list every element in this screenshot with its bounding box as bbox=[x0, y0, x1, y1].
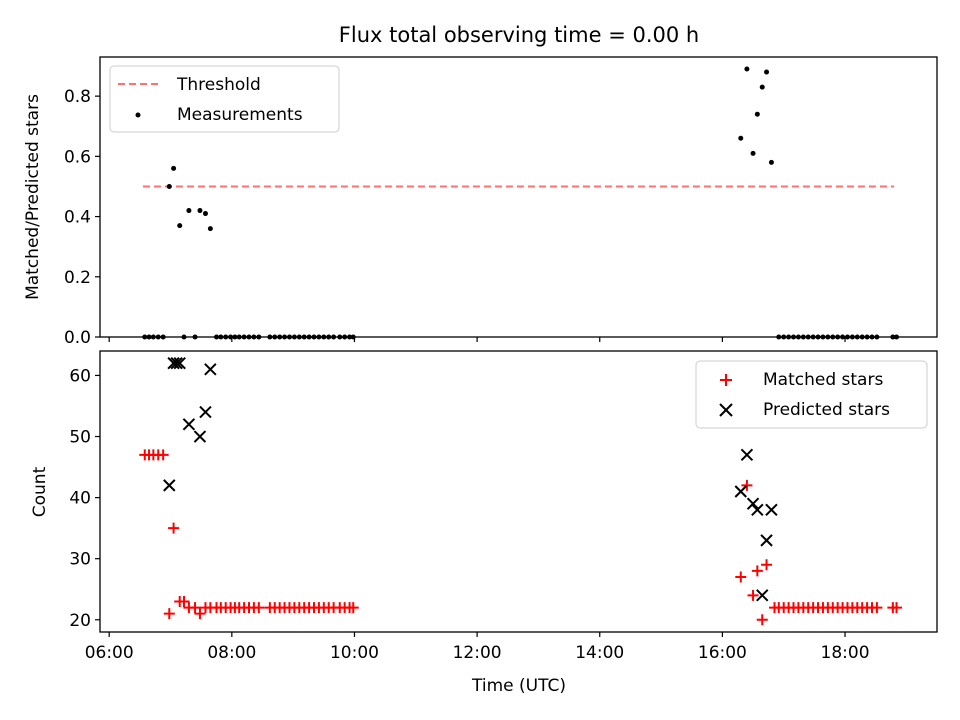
matched-point bbox=[347, 602, 359, 614]
measurement-legend-swatch bbox=[135, 112, 141, 118]
predicted-point bbox=[746, 497, 760, 510]
measurement-point bbox=[738, 135, 744, 141]
matched-point bbox=[747, 589, 759, 601]
predicted-point bbox=[193, 430, 207, 443]
x-tick-label: 12:00 bbox=[453, 643, 502, 663]
y-tick-label: 0.8 bbox=[64, 87, 91, 107]
measurement-point bbox=[166, 183, 172, 189]
matched-point bbox=[163, 608, 175, 620]
y-tick-label: 20 bbox=[69, 611, 91, 631]
matched-point bbox=[253, 602, 265, 614]
top-y-axis-label: Matched/Predicted stars bbox=[23, 94, 43, 300]
x-tick-label: 18:00 bbox=[821, 643, 870, 663]
bottom-legend-box bbox=[695, 360, 928, 429]
x-tick-label: 14:00 bbox=[575, 643, 624, 663]
bottom-y-axis-label: Count bbox=[30, 466, 50, 517]
x-tick-label: 10:00 bbox=[330, 643, 379, 663]
matched-point bbox=[189, 602, 201, 614]
matched-point bbox=[756, 614, 768, 626]
measurement-point bbox=[744, 66, 750, 72]
y-tick-label: 30 bbox=[69, 550, 91, 570]
predicted-point bbox=[182, 418, 196, 431]
y-tick-label: 0.2 bbox=[64, 268, 91, 288]
measurement-point bbox=[764, 69, 770, 75]
matched-point bbox=[194, 608, 206, 620]
x-tick-label: 08:00 bbox=[207, 643, 256, 663]
top-panel: 0.00.20.40.60.8 Matched/Predicted stars … bbox=[23, 56, 938, 348]
x-axis-label: Time (UTC) bbox=[471, 676, 566, 696]
predicted-point bbox=[751, 503, 764, 517]
predicted-point bbox=[204, 363, 217, 376]
matched-point bbox=[168, 522, 180, 534]
measurement-point bbox=[754, 111, 760, 117]
measurement-point bbox=[207, 226, 213, 232]
x-tick-label: 06:00 bbox=[85, 643, 134, 663]
matched-point bbox=[157, 449, 169, 461]
matched-point bbox=[891, 602, 903, 614]
predicted-point bbox=[765, 503, 778, 517]
y-tick-label: 0.6 bbox=[64, 147, 91, 167]
matched-point bbox=[751, 565, 763, 577]
matched-point bbox=[761, 559, 773, 571]
predicted-point bbox=[760, 534, 773, 547]
bottom-legend-label-predicted: Predicted stars bbox=[763, 400, 890, 420]
bottom-plot-area: 20 30 40 50 60 06:00 08:00 10:00 12:00 14:00 16:00… bbox=[69, 357, 903, 663]
top-legend: Threshold Measurements bbox=[109, 65, 340, 133]
predicted-point bbox=[199, 405, 212, 419]
y-tick-label: 60 bbox=[69, 366, 91, 386]
predicted-point bbox=[756, 589, 769, 602]
top-panel-frame bbox=[99, 56, 938, 338]
bottom-legend: Matched stars Predicted stars bbox=[695, 360, 928, 429]
top-legend-box bbox=[109, 65, 340, 133]
y-tick-label: 0.0 bbox=[64, 328, 91, 348]
measurement-point bbox=[768, 159, 774, 165]
matched-legend-swatch bbox=[720, 374, 732, 386]
predicted-point bbox=[173, 357, 186, 370]
bottom-panel-frame bbox=[99, 350, 938, 633]
chart-title: Flux total observing time = 0.00 h bbox=[339, 23, 699, 47]
measurement-point bbox=[759, 84, 765, 90]
y-tick-label: 50 bbox=[69, 428, 91, 448]
top-legend-label-measurements: Measurements bbox=[177, 105, 303, 125]
predicted-point bbox=[163, 479, 176, 492]
predicted-legend-swatch bbox=[719, 403, 733, 417]
predicted-point bbox=[170, 357, 183, 370]
top-legend-label-threshold: Threshold bbox=[176, 75, 261, 95]
predicted-point bbox=[734, 485, 747, 498]
y-tick-label: 40 bbox=[69, 489, 91, 509]
matched-point bbox=[178, 595, 190, 607]
measurement-point bbox=[197, 208, 203, 214]
measurement-point bbox=[202, 211, 208, 217]
measurement-point bbox=[177, 223, 183, 229]
matched-point bbox=[735, 571, 747, 583]
matched-point bbox=[741, 479, 753, 491]
bottom-panel: 20 30 40 50 60 06:00 08:00 10:00 12:00 14:00 16:00… bbox=[30, 350, 938, 696]
matched-point bbox=[871, 602, 883, 614]
measurement-point bbox=[186, 208, 192, 214]
measurement-point bbox=[750, 150, 756, 156]
y-tick-label: 0.4 bbox=[64, 208, 91, 228]
x-tick-label: 16:00 bbox=[698, 643, 747, 663]
measurement-point bbox=[171, 165, 177, 171]
bottom-legend-label-matched: Matched stars bbox=[763, 370, 883, 390]
predicted-point bbox=[740, 448, 754, 462]
